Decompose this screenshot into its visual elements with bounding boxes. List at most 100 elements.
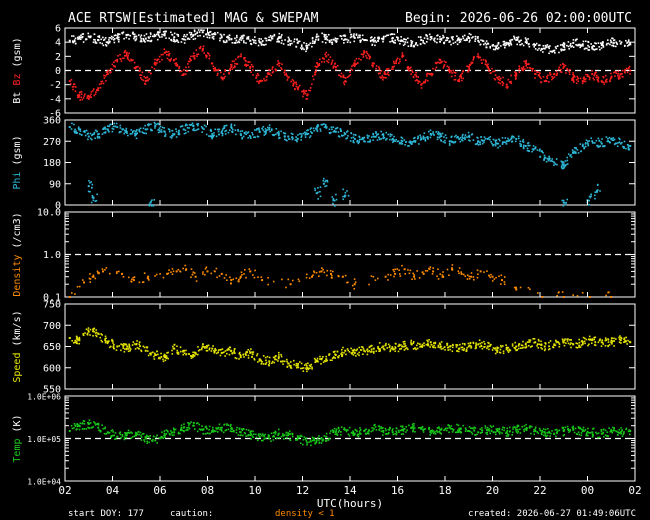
data-point <box>623 69 626 72</box>
data-point <box>194 351 196 354</box>
data-point <box>351 353 353 355</box>
data-point <box>319 358 321 360</box>
data-point <box>128 431 130 434</box>
data-point <box>334 350 336 353</box>
data-point <box>438 58 441 61</box>
data-point <box>460 75 463 78</box>
data-point <box>596 183 599 186</box>
data-point <box>125 129 128 132</box>
data-point <box>341 355 343 358</box>
data-point <box>152 351 154 354</box>
data-point <box>258 41 261 44</box>
data-point <box>321 123 324 126</box>
data-point <box>323 61 326 63</box>
data-point <box>243 57 245 59</box>
data-point <box>480 39 482 41</box>
data-point <box>436 427 439 429</box>
data-point <box>529 288 531 291</box>
data-point <box>367 432 370 435</box>
data-point <box>98 36 101 39</box>
data-point <box>274 355 277 358</box>
data-point <box>508 139 511 142</box>
data-point <box>282 435 285 437</box>
data-point <box>585 338 588 341</box>
data-point <box>447 349 450 351</box>
data-point <box>382 430 385 433</box>
data-point <box>578 346 580 348</box>
data-point <box>438 62 441 64</box>
data-point <box>325 179 327 182</box>
data-point <box>611 343 613 345</box>
data-point <box>562 49 564 51</box>
data-point <box>71 427 74 430</box>
data-point <box>400 429 403 432</box>
data-point <box>167 430 169 433</box>
data-point <box>295 139 298 142</box>
data-point <box>330 62 333 64</box>
data-point <box>421 271 424 274</box>
data-point <box>128 52 130 55</box>
data-point <box>322 182 325 185</box>
data-point <box>389 40 391 43</box>
data-point <box>330 272 332 275</box>
data-point <box>491 280 494 282</box>
data-point <box>554 344 557 347</box>
data-point <box>192 129 194 131</box>
data-point <box>366 57 368 59</box>
data-point <box>257 44 260 47</box>
data-point <box>406 429 408 432</box>
data-point <box>442 275 445 278</box>
data-point <box>76 132 79 134</box>
data-point <box>82 332 85 335</box>
data-point <box>608 136 611 139</box>
data-point <box>223 33 225 36</box>
data-point <box>578 338 581 341</box>
data-point <box>534 430 537 433</box>
data-point <box>150 129 153 131</box>
data-point <box>315 192 318 195</box>
data-point <box>460 428 462 430</box>
data-point <box>410 69 413 72</box>
data-point <box>138 433 140 436</box>
data-point <box>604 339 607 342</box>
data-point <box>197 128 200 130</box>
data-point <box>600 80 603 83</box>
data-point <box>564 64 567 67</box>
data-point <box>465 349 468 351</box>
data-point <box>510 82 513 85</box>
data-point <box>452 36 454 38</box>
data-point <box>83 281 85 284</box>
y-tick-label: 1.0E+06 <box>27 393 61 402</box>
data-point <box>591 338 594 340</box>
data-point <box>325 127 328 129</box>
data-point <box>416 347 419 350</box>
data-point <box>209 129 212 132</box>
data-point <box>522 66 525 68</box>
data-point <box>261 361 263 363</box>
data-point <box>94 424 97 426</box>
data-point <box>173 343 176 346</box>
data-point <box>536 149 539 151</box>
data-point <box>494 144 497 147</box>
data-point <box>380 426 383 428</box>
data-point <box>494 433 497 436</box>
data-point <box>192 354 195 357</box>
data-point <box>145 132 147 135</box>
data-point <box>101 133 104 135</box>
data-point <box>613 71 615 74</box>
data-point <box>562 341 564 343</box>
data-point <box>140 434 142 437</box>
data-point <box>268 362 271 365</box>
data-point <box>425 73 428 76</box>
data-point <box>254 39 257 42</box>
data-point <box>137 65 139 68</box>
data-point <box>244 352 247 355</box>
data-point <box>413 274 416 276</box>
data-point <box>426 79 429 82</box>
data-point <box>220 36 223 39</box>
data-point <box>536 431 538 433</box>
data-point <box>124 55 126 57</box>
data-point <box>454 78 457 81</box>
data-point <box>605 136 608 138</box>
y-axis-label-part: (km/s) <box>12 310 23 352</box>
